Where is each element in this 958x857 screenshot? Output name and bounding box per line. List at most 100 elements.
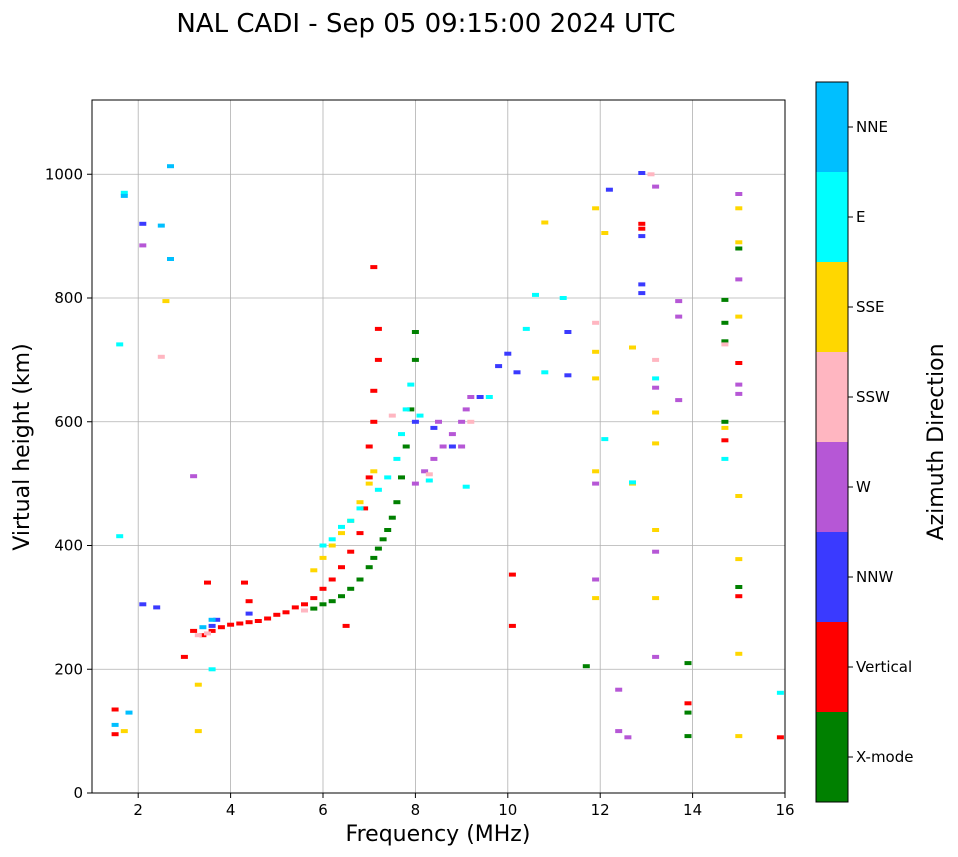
data-point-e [629,480,636,485]
data-point-sse [735,314,743,319]
data-point-w [139,243,147,248]
data-point-w [735,382,743,387]
data-point-e [338,524,345,529]
data-point-e [522,326,530,331]
data-point-w [458,419,466,424]
data-point-e [319,543,327,548]
data-point-ssw [721,342,729,347]
data-point-w [467,395,475,399]
data-point-w [430,456,438,461]
data-point-ssw [388,413,396,418]
data-point-nnw [638,282,646,287]
data-point-sse [629,345,636,350]
data-point-e [356,506,364,511]
data-point-nnw [139,221,147,226]
data-point-e [532,292,539,297]
data-point-x-mode [721,339,729,344]
data-point-vertical [245,620,253,625]
y-tick-label: 0 [73,784,83,802]
data-point-nnw [638,291,646,296]
data-point-nnw [638,234,646,239]
data-point-e [721,456,729,461]
data-point-vertical [735,594,743,599]
data-point-w [448,432,456,437]
data-point-w [592,481,600,486]
data-point-vertical [684,701,692,706]
data-point-vertical [180,654,188,659]
data-point-e [120,190,128,195]
data-point-sse [319,555,327,560]
y-tick-label: 200 [54,660,83,678]
y-axis-ticks: 0 200 400 600 800 1000 [45,165,92,802]
data-point-e [425,478,433,483]
data-point-x-mode [684,710,692,715]
data-point-vertical [310,596,318,601]
colorbar: X-mode Vertical NNW W SSW SSE E NNE [815,81,913,803]
y-tick-label: 400 [54,537,83,555]
data-point-vertical [111,707,119,712]
data-point-vertical [273,612,281,617]
data-point-e [347,518,355,523]
data-point-nnw [245,611,253,616]
data-point-vertical [735,361,743,365]
data-point-vertical [204,580,211,585]
data-point-ssw [467,419,475,424]
x-tick-label: 12 [591,801,610,819]
data-point-sse [735,240,743,245]
data-point-vertical [291,605,299,610]
plot-frame [91,99,786,794]
data-point-vertical [328,577,336,582]
data-point-e [398,432,405,437]
data-point-x-mode [370,555,378,560]
data-point-w [652,654,660,659]
data-point-vertical [365,475,373,480]
data-point-sse [735,734,743,739]
data-point-vertical [638,221,646,226]
data-point-vertical [245,599,253,604]
data-point-sse [735,557,743,562]
data-point-nnw [213,617,221,622]
data-point-e [384,475,392,480]
colorbar-segment [816,532,848,622]
data-point-nne [111,722,119,727]
data-point-nnw [153,605,161,610]
data-point-x-mode [721,297,729,302]
data-point-vertical [370,388,378,393]
data-point-sse [370,469,378,474]
data-point-x-mode [384,528,392,532]
data-point-x-mode [402,444,410,449]
data-point-sse [328,543,336,548]
data-point-w [675,299,683,304]
data-point-x-mode [310,606,318,611]
colorbar-segment [816,172,848,262]
data-point-sse [592,596,600,601]
data-point-vertical [776,735,784,740]
data-point-nnw [564,373,572,378]
data-point-sse [735,206,743,211]
colorbar-tick-label: NNE [856,118,888,136]
data-point-ssw [157,354,165,359]
data-point-w [735,277,743,282]
colorbar-tick-label: W [856,478,871,496]
data-point-vertical [190,628,198,633]
data-point-vertical [241,580,248,585]
x-axis-label: Frequency (MHz) [346,822,531,847]
data-point-w [435,419,442,424]
data-point-x-mode [365,565,373,570]
y-tick-label: 800 [54,289,83,307]
data-point-e [559,296,567,300]
data-point-x-mode [721,419,729,424]
x-axis-ticks: 2 4 6 8 10 12 14 16 [133,793,795,819]
data-point-e [541,370,549,375]
data-point-nne [125,710,133,715]
colorbar-segment [816,262,848,352]
colorbar-tick-label: SSE [856,298,885,316]
y-tick-label: 600 [54,413,83,431]
data-point-w [439,444,447,449]
colorbar-tick-label: NNW [856,568,893,586]
data-point-vertical [638,226,646,231]
colorbar-segment [816,622,848,712]
data-point-vertical [365,444,373,449]
data-point-x-mode [684,661,692,666]
